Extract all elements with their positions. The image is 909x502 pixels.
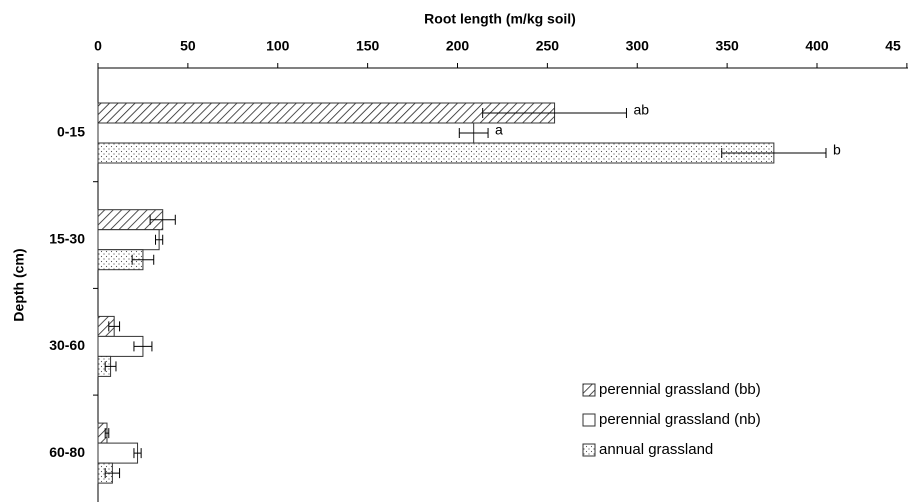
x-tick-label: 45	[885, 38, 901, 54]
error-bar	[155, 234, 164, 245]
significance-label: ab	[633, 102, 649, 118]
error-bar	[104, 361, 117, 372]
significance-label: a	[495, 122, 503, 138]
error-bar	[482, 108, 627, 118]
x-tick-label: 300	[626, 38, 650, 54]
error-bar	[149, 214, 176, 225]
error-bar	[721, 148, 827, 158]
error-bar	[458, 128, 489, 138]
x-tick-label: 250	[536, 38, 560, 54]
x-axis-title: Root length (m/kg soil)	[424, 11, 576, 27]
error-bar	[104, 468, 121, 479]
x-tick-label: 150	[356, 38, 380, 54]
error-bar	[133, 341, 153, 352]
bar	[97, 442, 139, 464]
error-bar	[108, 321, 121, 332]
x-tick-label: 200	[446, 38, 470, 54]
x-tick-label: 400	[805, 38, 829, 54]
x-tick-label: 350	[715, 38, 739, 54]
y-tick-label: 30-60	[49, 337, 85, 353]
legend-swatch	[582, 443, 596, 457]
x-tick-label: 0	[94, 38, 102, 54]
x-tick-label: 100	[266, 38, 290, 54]
legend-swatch	[582, 383, 596, 397]
legend-label: perennial grassland (bb)	[599, 381, 761, 398]
error-bar	[131, 254, 155, 265]
y-axis-title: Depth (cm)	[11, 248, 27, 321]
bar	[97, 229, 160, 251]
legend-swatch	[582, 413, 596, 427]
bar	[97, 122, 475, 144]
significance-label: b	[833, 142, 841, 158]
error-bar	[104, 428, 110, 439]
legend-label: annual grassland	[599, 441, 713, 458]
x-tick-label: 50	[180, 38, 196, 54]
y-tick-label: 15-30	[49, 230, 85, 246]
error-bar	[133, 448, 142, 459]
y-tick-label: 60-80	[49, 444, 85, 460]
bar	[97, 142, 775, 164]
legend-label: perennial grassland (nb)	[599, 411, 761, 428]
y-tick-label: 0-15	[57, 124, 85, 140]
